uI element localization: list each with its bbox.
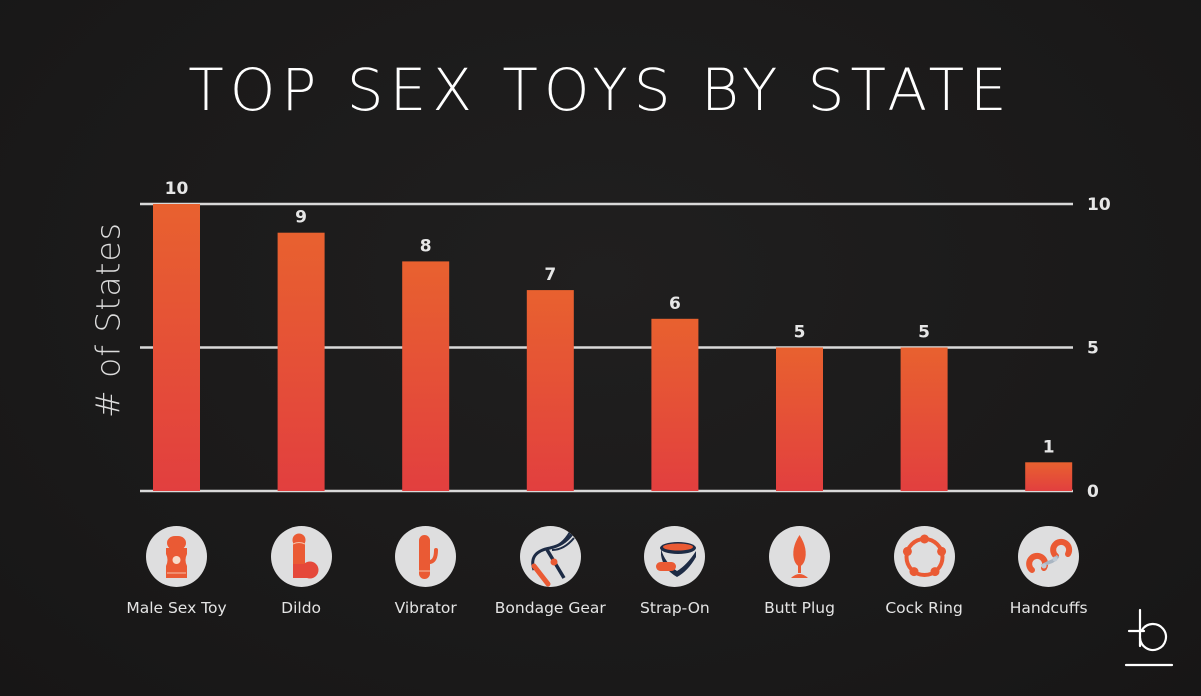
category-vibrator: Vibrator (364, 526, 488, 617)
bar-vibrator (402, 261, 450, 491)
data-label: 5 (918, 323, 930, 343)
brand-b-logo-icon (1124, 608, 1176, 672)
category-bondage-gear: Bondage Gear (488, 526, 612, 617)
y-tick-label: 10 (1087, 195, 1111, 215)
bar-male-sex-toy (153, 204, 200, 491)
category-label: Vibrator (394, 599, 457, 617)
category-label: Strap-On (640, 599, 710, 617)
cock-ring-icon (893, 526, 955, 587)
category-label: Handcuffs (1009, 599, 1088, 617)
y-tick-label: 0 (1087, 482, 1099, 502)
dildo-icon (270, 526, 332, 587)
y-axis-ticks: 0 5 10 (1087, 195, 1111, 502)
category-label: Butt Plug (764, 599, 835, 617)
butt-plug-icon (769, 526, 830, 587)
data-label: 7 (544, 265, 556, 285)
data-label: 1 (1043, 437, 1055, 457)
data-label: 10 (165, 179, 189, 199)
category-butt-plug: Butt Plug (738, 526, 862, 617)
category-label: Bondage Gear (494, 599, 606, 617)
data-label: 6 (669, 294, 681, 314)
category-label: Cock Ring (885, 599, 963, 617)
chart-title: TOP SEX TOYS BY STATE (188, 56, 1013, 124)
bar-chart: 10 9 8 7 6 5 5 1 0 5 10 (140, 179, 1111, 502)
handcuffs-icon (1018, 526, 1080, 587)
vibrator-icon (395, 526, 457, 587)
bars (153, 204, 1073, 491)
bondage-gear-icon (519, 526, 581, 587)
bar-handcuffs (1025, 462, 1073, 491)
category-male-sex-toy: Male Sex Toy (115, 526, 239, 617)
y-tick-label: 5 (1087, 339, 1099, 359)
bar-strap-on (651, 318, 699, 491)
data-labels: 10 9 8 7 6 5 5 1 (165, 179, 1055, 457)
bar-butt-plug (776, 347, 823, 491)
strap-on-icon (644, 526, 706, 587)
category-strap-on: Strap-On (613, 526, 737, 617)
category-cock-ring: Cock Ring (862, 526, 986, 617)
category-label: Male Sex Toy (126, 599, 227, 617)
data-label: 5 (794, 323, 806, 343)
bar-dildo (277, 232, 325, 491)
data-label: 9 (295, 208, 307, 228)
bar-bondage-gear (526, 290, 574, 491)
category-dildo: Dildo (239, 526, 363, 617)
category-label: Dildo (281, 599, 322, 617)
data-label: 8 (420, 236, 432, 256)
male-sex-toy-icon (146, 526, 207, 587)
category-handcuffs: Handcuffs (987, 526, 1111, 617)
bar-cock-ring (900, 347, 948, 491)
